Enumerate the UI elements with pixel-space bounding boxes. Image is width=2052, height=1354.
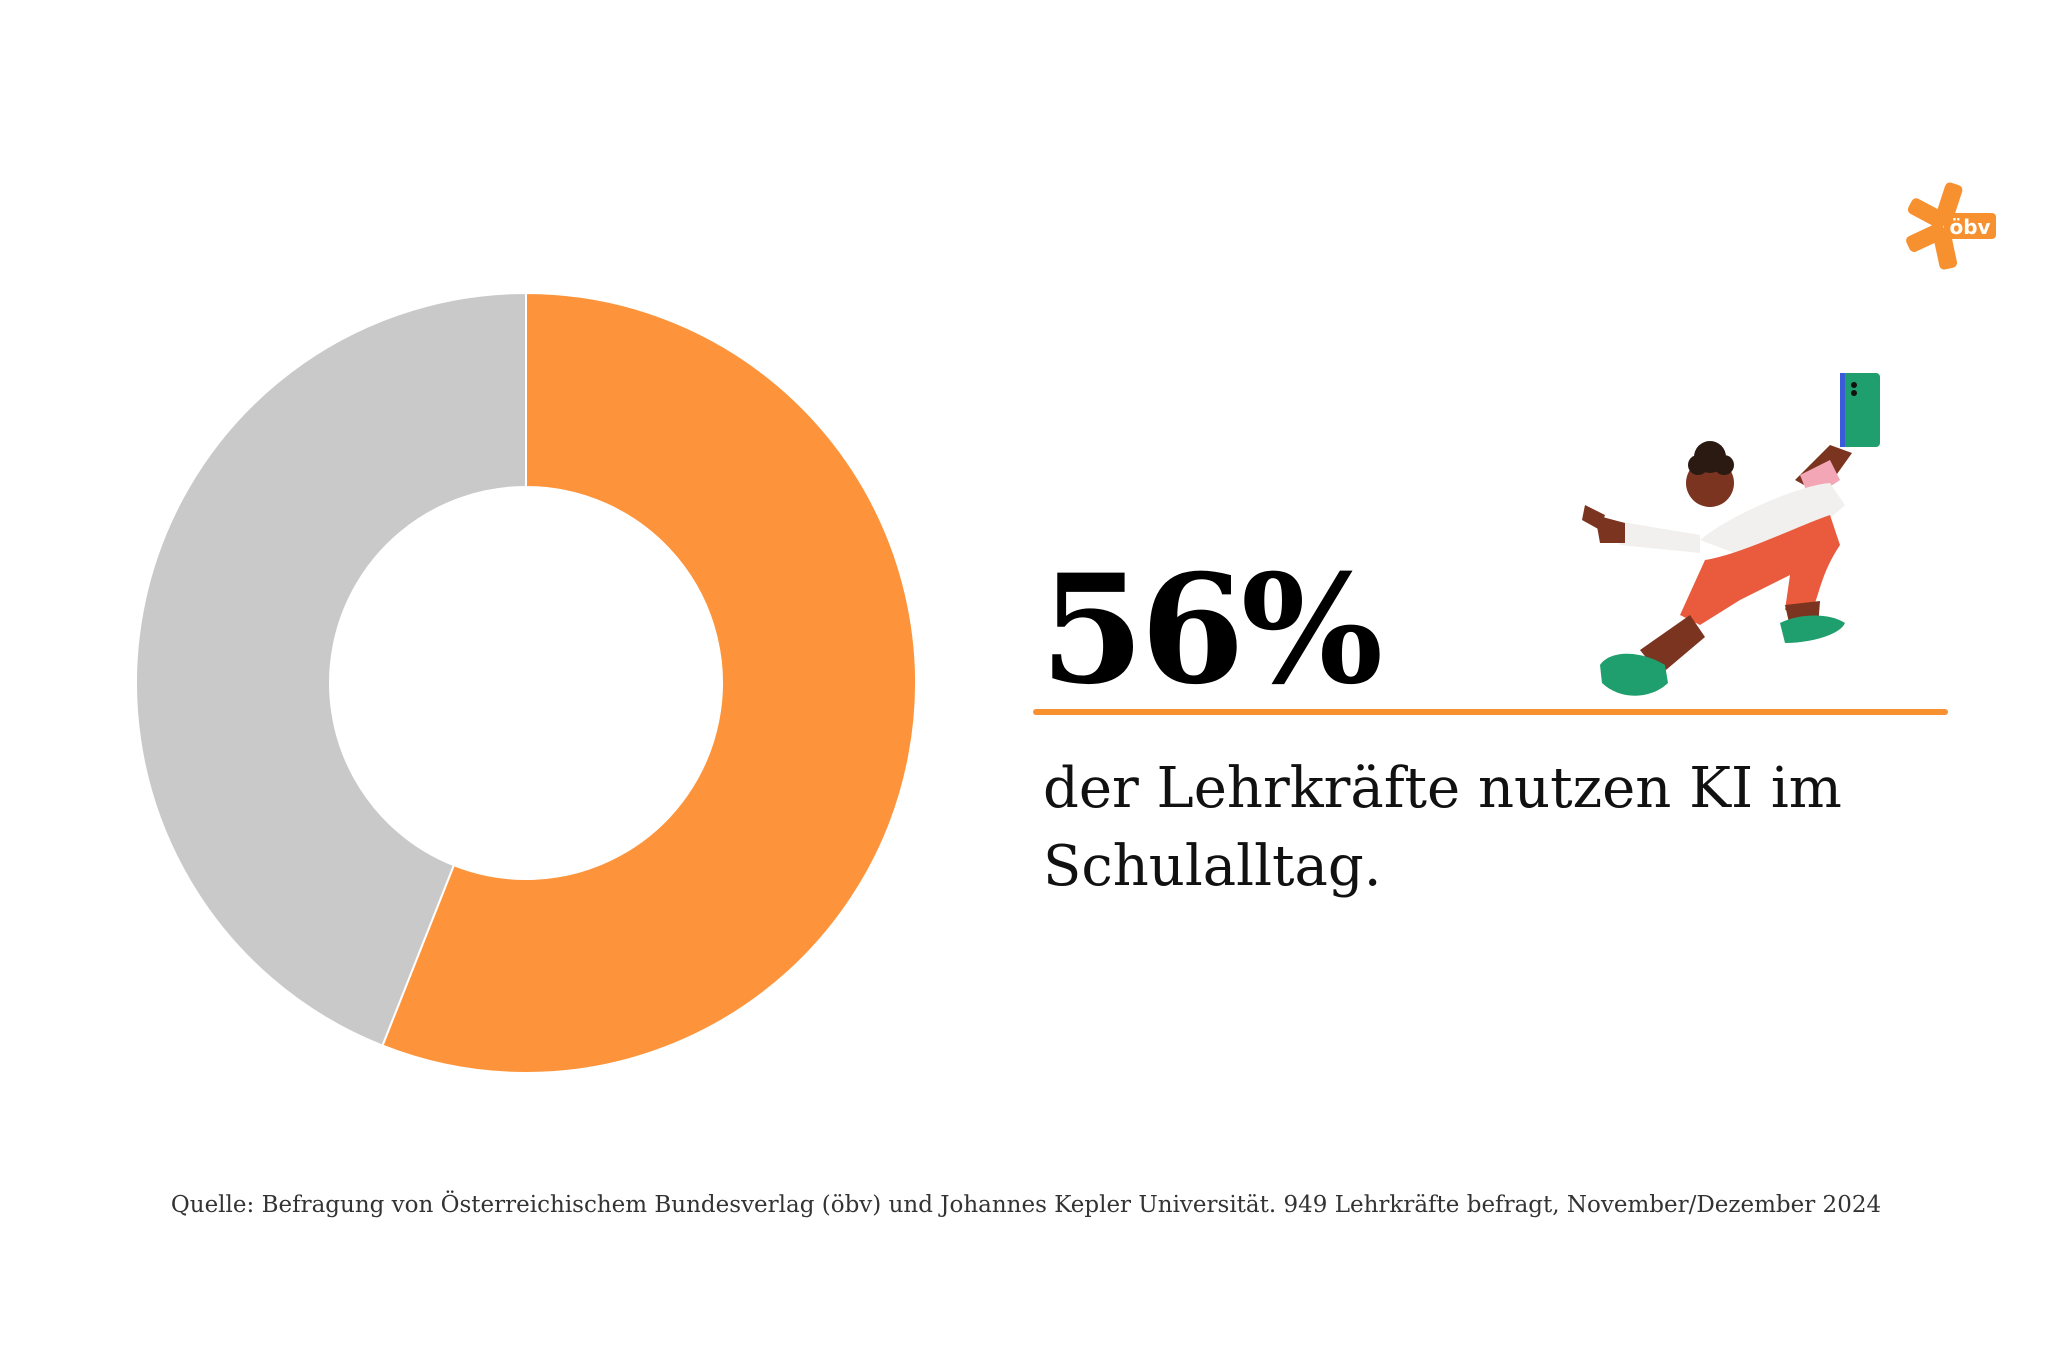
- obv-logo-mark: öbv: [1906, 182, 1996, 270]
- person-illustration-svg: [1582, 373, 1880, 696]
- divider-line: [1033, 709, 1948, 715]
- logo-text: öbv: [1949, 215, 1990, 239]
- donut-slice-0: [381, 291, 917, 1074]
- donut-chart: [135, 291, 917, 1074]
- source-note: Quelle: Befragung von Österreichischem B…: [170, 1192, 1882, 1218]
- donut-slice-1: [135, 291, 527, 1047]
- donut-svg: [135, 291, 917, 1074]
- headline-percent: 56%: [1040, 542, 1383, 718]
- headline-caption: der Lehrkräfte nutzen KI im Schulalltag.: [1043, 756, 1842, 899]
- person-with-phone-illustration: [1500, 365, 1900, 725]
- obv-logo: öbv: [1900, 175, 2000, 275]
